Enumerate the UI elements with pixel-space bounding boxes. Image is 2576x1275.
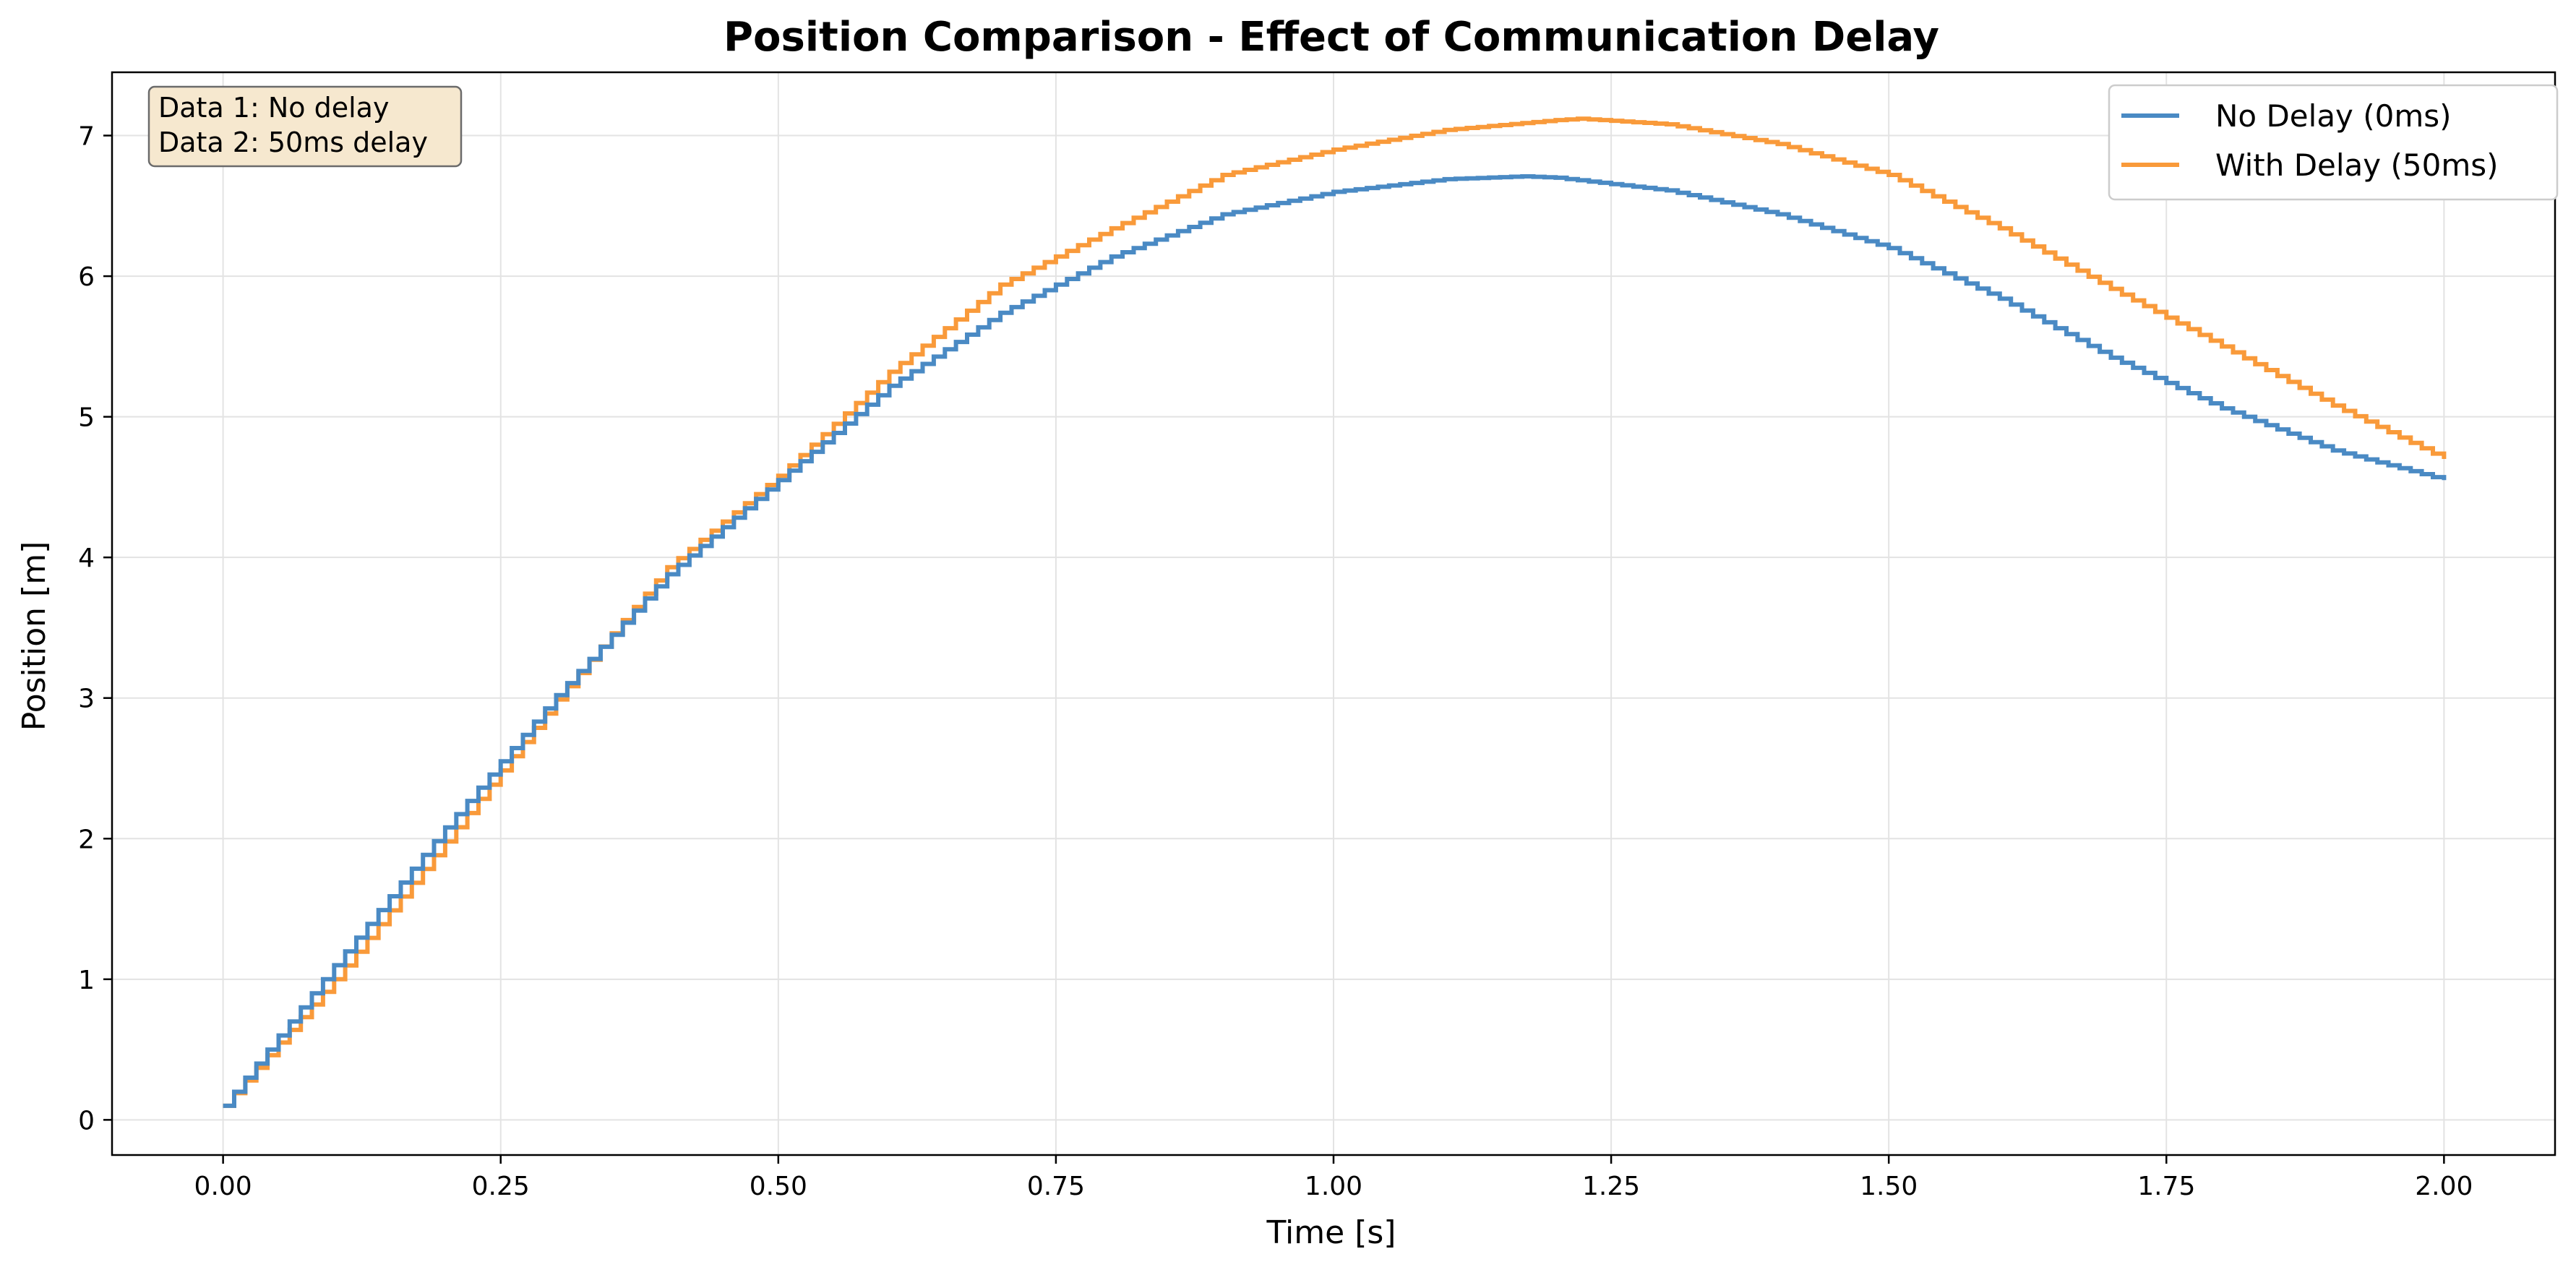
y-axis-label: Position [m] — [16, 541, 53, 731]
annotation-box: Data 1: No delay Data 2: 50ms delay — [147, 85, 463, 168]
x-tick-label: 0.75 — [1027, 1172, 1085, 1201]
x-tick-label: 1.25 — [1582, 1172, 1640, 1201]
annotation-line-2: Data 2: 50ms delay — [158, 126, 428, 158]
y-tick-label: 4 — [78, 544, 95, 573]
y-axis-ticks: 0 1 2 3 4 5 6 7 — [78, 122, 112, 1136]
y-tick-label: 1 — [78, 966, 95, 995]
y-tick-label: 6 — [78, 262, 95, 292]
x-tick-label: 1.00 — [1305, 1172, 1362, 1201]
y-tick-label: 2 — [78, 825, 95, 854]
chart-title: Position Comparison - Effect of Communic… — [724, 14, 1939, 61]
x-axis-label: Time [s] — [1266, 1214, 1396, 1251]
x-tick-label: 1.50 — [1860, 1172, 1918, 1201]
legend-frame — [2108, 84, 2559, 201]
x-tick-label: 0.50 — [750, 1172, 807, 1201]
x-tick-label: 0.00 — [194, 1172, 252, 1201]
series-lines — [223, 116, 2447, 1108]
annotation-background — [147, 85, 463, 168]
plot-area: 0.00 0.25 0.50 0.75 1.00 1.25 1.50 1.75 2.00 0 1 2… — [78, 71, 2556, 1201]
x-tick-label: 0.25 — [472, 1172, 530, 1201]
legend: No Delay (0ms) With Delay (50ms) — [2108, 84, 2559, 201]
y-tick-label: 5 — [78, 403, 95, 433]
x-axis-ticks: 0.00 0.25 0.50 0.75 1.00 1.25 1.50 1.75 2.00 — [194, 1155, 2473, 1201]
legend-label-no-delay: No Delay (0ms) — [2215, 98, 2452, 134]
x-tick-label: 1.75 — [2137, 1172, 2195, 1201]
grid — [112, 72, 2555, 1155]
y-tick-label: 0 — [78, 1106, 95, 1136]
y-tick-label: 3 — [78, 684, 95, 714]
y-tick-label: 7 — [78, 122, 95, 152]
series-line-no-delay — [223, 174, 2447, 1108]
legend-label-with-delay: With Delay (50ms) — [2215, 147, 2499, 183]
x-tick-label: 2.00 — [2415, 1172, 2473, 1201]
annotation-line-1: Data 1: No delay — [158, 92, 389, 124]
